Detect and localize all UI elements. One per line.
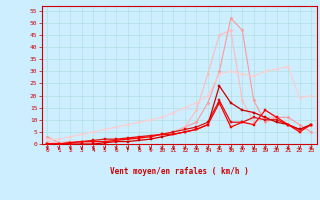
X-axis label: Vent moyen/en rafales ( km/h ): Vent moyen/en rafales ( km/h ): [110, 167, 249, 176]
